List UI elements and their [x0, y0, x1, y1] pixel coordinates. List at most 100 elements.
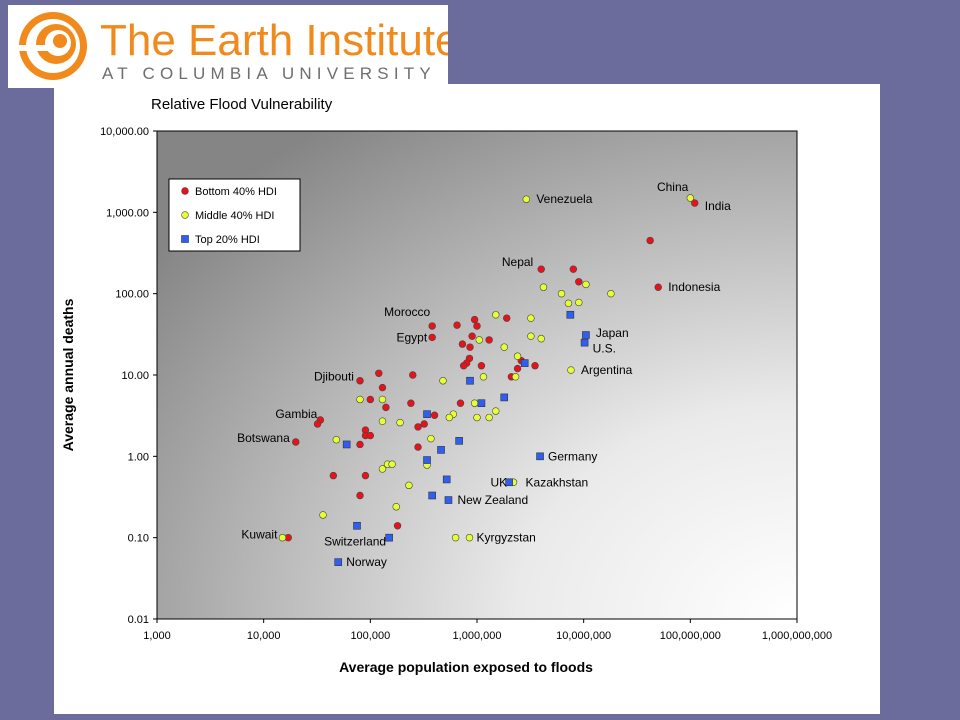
bottom-40-hdi-point	[420, 420, 428, 428]
middle-40-hdi-point	[500, 343, 508, 351]
bottom-40-hdi-point	[356, 377, 364, 385]
middle-40-hdi-point	[485, 413, 493, 422]
country-label-morocco: Morocco	[384, 305, 430, 319]
top-20-hdi-point	[334, 558, 343, 566]
top-20-hdi-point	[520, 359, 529, 367]
middle-40-hdi-point	[319, 511, 327, 519]
bottom-40-hdi-point	[575, 278, 583, 286]
bottom-40-hdi-point	[477, 362, 486, 370]
middle-40-hdi-point	[439, 377, 447, 385]
bottom-40-hdi-point	[473, 322, 481, 330]
country-label-india: India	[705, 199, 731, 213]
country-label-germany: Germany	[548, 449, 597, 463]
country-label-kyrgyzstan: Kyrgyzstan	[476, 531, 535, 545]
bottom-40-hdi-point	[456, 399, 465, 407]
middle-40-hdi-point	[511, 373, 520, 381]
country-label-gambia: Gambia	[275, 407, 317, 421]
y-tick-label: 100.00	[115, 289, 149, 301]
country-label-japan: Japan	[596, 326, 629, 340]
middle-40-hdi-point	[492, 311, 500, 319]
bottom-40-hdi-point	[414, 443, 422, 451]
bottom-40-hdi-point	[485, 336, 493, 344]
logo-swirl-icon	[18, 12, 87, 80]
top-20-hdi-point	[342, 440, 351, 449]
x-tick-label: 10,000,000	[556, 630, 611, 642]
middle-40-hdi-point	[539, 283, 548, 291]
bottom-40-hdi-point	[654, 283, 662, 291]
country-label-botswana: Botswana	[237, 431, 290, 445]
top-20-hdi-point	[580, 338, 589, 347]
top-20-hdi-point	[566, 310, 575, 319]
top-20-hdi-point	[442, 475, 451, 484]
bottom-40-hdi-point	[356, 440, 364, 449]
bottom-40-hdi-point	[470, 315, 479, 324]
y-tick-label: 1,000.00	[106, 207, 149, 219]
y-tick-label: 10,000.00	[100, 126, 149, 138]
country-label-china: China	[657, 180, 689, 194]
bottom-40-hdi-point	[375, 369, 383, 377]
country-label-nepal: Nepal	[502, 255, 533, 269]
logo-name-text: The Earth Institute	[100, 16, 448, 65]
y-tick-label: 0.10	[128, 533, 149, 545]
x-axis: 1,000 10,000 100,000 1,000,000 10,000,000 100…	[143, 619, 832, 642]
legend-label-top-20-hdi: Top 20% HDI	[195, 234, 260, 246]
middle-40-hdi-point	[392, 503, 400, 511]
bottom-40-hdi-point	[407, 399, 415, 407]
top-20-hdi-point	[353, 521, 361, 530]
y-axis: 10,000.00 1,000.00 100.00 10.00 1.00 0.10 0.01	[100, 126, 157, 626]
country-label-kuwait: Kuwait	[241, 528, 278, 542]
middle-40-hdi-point	[465, 533, 474, 542]
middle-40-hdi-point	[378, 395, 387, 404]
point-labels: China India Venezuela Nepal Indonesia Morocco…	[237, 180, 731, 569]
top-20-hdi-point	[500, 393, 509, 402]
flood-vulnerability-chart: Relative Flood Vulnerability 10,000.00 1,…	[60, 96, 832, 675]
x-tick-label: 100,000	[350, 630, 390, 642]
bottom-40-hdi-point	[646, 236, 654, 245]
legend-label-bottom-40-hdi: Bottom 40% HDI	[195, 186, 277, 198]
bottom-40-hdi-point	[366, 431, 375, 440]
bottom-40-hdi-point	[428, 322, 436, 330]
bottom-40-hdi-point	[393, 522, 402, 530]
country-label-uk: UK	[490, 475, 507, 489]
country-label-new-zealand: New Zealand	[457, 493, 528, 507]
bottom-40-hdi-point	[356, 491, 364, 500]
legend-box	[168, 178, 301, 252]
middle-40-hdi-point	[378, 417, 387, 425]
middle-40-hdi-point	[388, 460, 396, 468]
bottom-40-hdi-point	[428, 333, 436, 342]
top-20-hdi-point	[444, 496, 453, 504]
middle-40-hdi-point	[567, 366, 575, 374]
top-20-hdi-point	[437, 446, 445, 454]
bottom-40-hdi-point	[466, 343, 474, 351]
x-tick-label: 1,000,000	[453, 630, 502, 642]
x-tick-label: 1,000	[143, 630, 171, 642]
legend-label-middle-40-hdi: Middle 40% HDI	[195, 210, 274, 222]
top-20-hdi-point	[582, 331, 590, 339]
middle-40-hdi-point	[575, 298, 583, 307]
middle-40-hdi-point	[405, 481, 413, 490]
bottom-40-hdi-point	[382, 403, 390, 412]
logo-affiliation-text: AT COLUMBIA UNIVERSITY	[102, 64, 436, 83]
x-tick-label: 100,000,000	[660, 630, 721, 642]
middle-40-hdi-point	[686, 194, 695, 202]
bottom-40-hdi-point	[458, 340, 467, 348]
middle-40-hdi-point	[445, 413, 454, 422]
x-tick-label: 1,000,000,000	[762, 630, 832, 642]
middle-40-hdi-point	[278, 533, 287, 542]
country-label-venezuela: Venezuela	[536, 192, 592, 206]
bottom-40-hdi-point	[366, 395, 375, 404]
middle-40-hdi-point	[473, 413, 481, 422]
middle-40-hdi-point	[470, 399, 479, 407]
bottom-40-hdi-point	[569, 265, 578, 273]
logo-graphic: The Earth Institute AT COLUMBIA UNIVERSI…	[18, 12, 448, 83]
middle-40-hdi-point	[378, 465, 387, 473]
x-tick-label: 10,000	[247, 630, 281, 642]
y-tick-label: 0.01	[128, 614, 149, 626]
bottom-40-hdi-point	[531, 362, 539, 370]
middle-40-hdi-point	[607, 289, 615, 298]
y-axis-label: Average annual deaths	[60, 298, 76, 451]
earth-institute-logo: The Earth Institute AT COLUMBIA UNIVERSI…	[8, 5, 448, 88]
top-20-hdi-point	[536, 452, 544, 461]
country-label-egypt: Egypt	[396, 330, 427, 344]
middle-40-hdi-point	[557, 289, 566, 298]
